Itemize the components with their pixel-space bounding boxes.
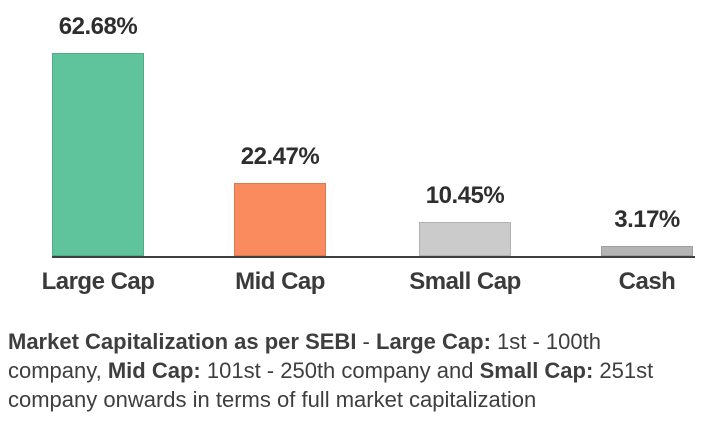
bar-value-label: 22.47%: [240, 143, 320, 170]
bar-value-label: 10.45%: [425, 182, 505, 209]
footnote-bold-text: Large Cap:: [376, 329, 491, 354]
footnote-line: company, Mid Cap: 101st - 250th company …: [8, 356, 714, 385]
x-axis-line: [52, 256, 695, 258]
bar-cash: [601, 246, 693, 256]
bar-group-mid-cap: 22.47% Mid Cap: [210, 0, 350, 295]
bar-mid-cap: [234, 183, 326, 256]
bar-large-cap: [52, 53, 144, 256]
bar-group-large-cap: 62.68% Large Cap: [28, 0, 168, 296]
axis-label-mid-cap: Mid Cap: [235, 268, 325, 295]
axis-label-small-cap: Small Cap: [409, 268, 521, 295]
footnote-line: Market Capitalization as per SEBI - Larg…: [8, 327, 714, 356]
footnote: Market Capitalization as per SEBI - Larg…: [8, 327, 714, 414]
footnote-bold-text: Market Capitalization as per SEBI: [8, 329, 357, 354]
bar-small-cap: [419, 222, 511, 256]
bar-group-small-cap: 10.45% Small Cap: [395, 0, 535, 296]
footnote-bold-text: Mid Cap:: [107, 358, 201, 383]
bar-value-label: 62.68%: [58, 13, 138, 40]
axis-label-cash: Cash: [618, 268, 676, 295]
footnote-text: -: [356, 329, 376, 354]
bar-group-cash: 3.17% Cash: [577, 0, 717, 295]
footnote-text: 251st: [593, 358, 654, 383]
footnote-text: company,: [8, 358, 108, 383]
bar-value-label: 3.17%: [614, 206, 680, 233]
bar-chart: 62.68% Large Cap 22.47% Mid Cap 10.45% S…: [28, 0, 717, 296]
footnote-text: 1st - 100th: [490, 329, 601, 354]
footnote-text: 101st - 250th company and: [200, 358, 480, 383]
footnote-line: company onwards in terms of full market …: [8, 385, 714, 414]
axis-label-large-cap: Large Cap: [41, 268, 155, 295]
footnote-bold-text: Small Cap:: [479, 358, 594, 383]
footnote-text: company onwards in terms of full market …: [8, 387, 537, 412]
